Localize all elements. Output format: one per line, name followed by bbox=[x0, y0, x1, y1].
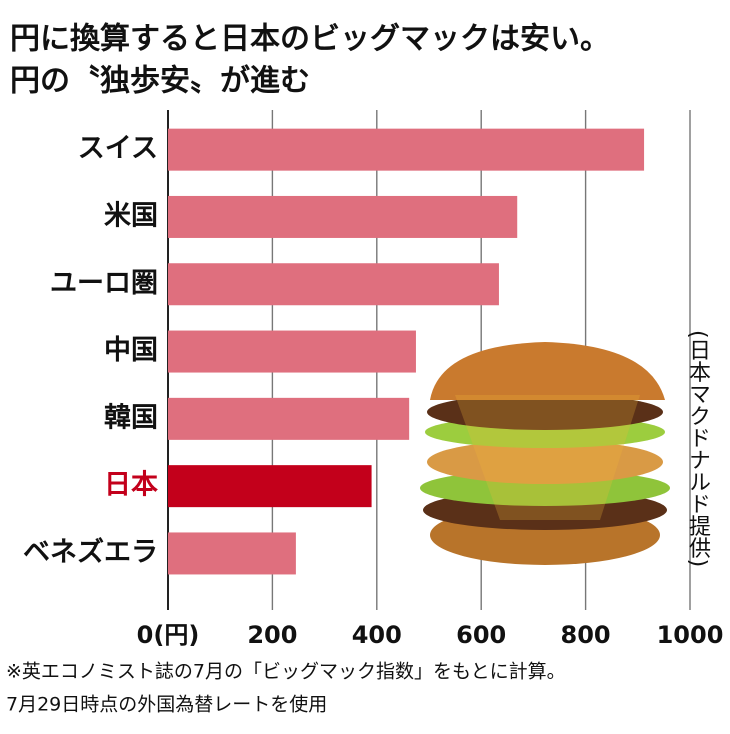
note: ※英エコノミスト誌の7月の「ビッグマック指数」をもとに計算。 bbox=[6, 661, 566, 683]
x-tick-label: 800 bbox=[561, 621, 611, 649]
bar bbox=[168, 263, 499, 306]
x-tick-label: 600 bbox=[456, 621, 506, 649]
bar bbox=[168, 330, 416, 373]
bar bbox=[168, 195, 518, 238]
bar bbox=[168, 397, 410, 440]
chart-title: 円の〝独歩安〟が進む bbox=[10, 64, 310, 99]
bars bbox=[168, 128, 645, 575]
y-tick-label: ベネズエラ bbox=[23, 536, 158, 568]
x-tick-label: 1000 bbox=[657, 621, 724, 649]
x-tick-label: 400 bbox=[352, 621, 402, 649]
x-tick-label: 200 bbox=[247, 621, 297, 649]
x-tick-label: 0(円) bbox=[137, 621, 200, 649]
bar bbox=[168, 128, 645, 171]
y-tick-label: 米国 bbox=[104, 200, 158, 231]
y-tick-label: 中国 bbox=[104, 335, 158, 366]
y-tick-label: スイス bbox=[78, 133, 158, 164]
y-tick-label: ユーロ圏 bbox=[50, 268, 158, 299]
burger-photo bbox=[420, 342, 670, 565]
credit: (日本マクドナルド提供) bbox=[685, 330, 711, 567]
bar bbox=[168, 532, 296, 575]
chart-title: 円に換算すると日本のビッグマックは安い。 bbox=[10, 22, 610, 57]
note: 7月29日時点の外国為替レートを使用 bbox=[6, 694, 327, 716]
y-tick-label: 日本 bbox=[104, 470, 158, 501]
y-tick-label: 韓国 bbox=[104, 402, 158, 433]
bar bbox=[168, 465, 372, 508]
